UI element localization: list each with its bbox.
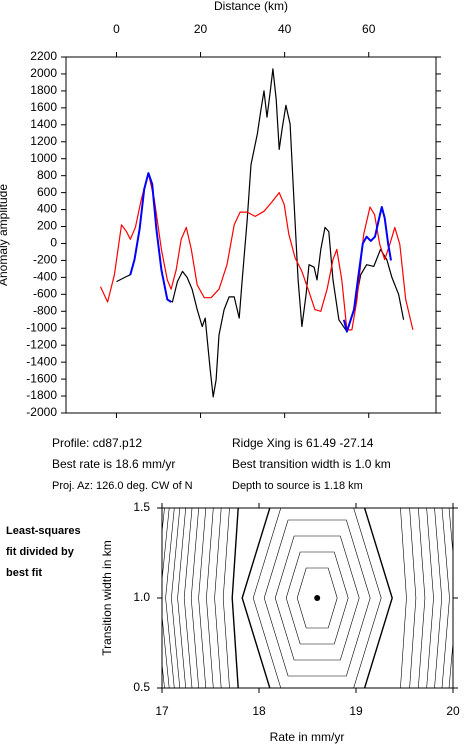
contour (120, 508, 132, 688)
contour (190, 508, 199, 688)
contour (441, 508, 450, 688)
x-axis-label: Distance (km) (214, 0, 288, 13)
contour (426, 508, 434, 688)
x-tick-label: 40 (278, 22, 292, 36)
x-tick-label: 60 (362, 22, 376, 36)
annotation: Depth to source is 1.18 km (232, 480, 363, 492)
contour-group (114, 508, 467, 688)
y-tick-label: -1600 (26, 371, 57, 385)
y-axis-label: Transition width in km (100, 540, 114, 656)
contour (285, 551, 349, 645)
y-tick-label: -1000 (26, 320, 57, 334)
y-tick-label: 200 (37, 219, 57, 233)
x-tick-label: 19 (349, 704, 363, 718)
y-tick-label: -1400 (26, 354, 57, 368)
contour (274, 535, 360, 661)
contour (198, 508, 207, 688)
y-tick-label: -800 (33, 303, 57, 317)
contour (263, 519, 371, 677)
contour (214, 508, 222, 688)
y-tick-label: 600 (37, 185, 57, 199)
contour (231, 508, 239, 688)
annotation: Best rate is 18.6 mm/yr (52, 457, 175, 471)
contour (177, 508, 186, 688)
y-tick-label: 2200 (30, 49, 57, 63)
contour (462, 508, 467, 688)
contour (400, 508, 407, 688)
contour (241, 508, 393, 688)
plot-frame (161, 507, 454, 689)
x-tick-label: 17 (155, 704, 169, 718)
y-tick-label: 1.0 (133, 590, 150, 604)
contour (434, 508, 443, 688)
y-axis-label: Anomaly amplitude (0, 184, 10, 286)
x-tick-label: 0 (113, 22, 120, 36)
y-tick-label: 0.5 (133, 680, 150, 694)
y-tick-label: -1200 (26, 337, 57, 351)
contour (448, 508, 453, 688)
y-tick-label: 0 (50, 236, 57, 250)
contour (114, 508, 127, 688)
x-tick-label: 20 (446, 704, 460, 718)
annotation: Proj. Az: 126.0 deg. CW of N (52, 480, 193, 492)
y-tick-label: -2000 (26, 405, 57, 419)
contour (206, 508, 214, 688)
note: Least-squares (6, 525, 81, 537)
y-tick-label: 1800 (30, 83, 57, 97)
y-tick-label: 800 (37, 168, 57, 182)
note: best fit (6, 567, 42, 579)
contour (162, 508, 170, 688)
data-line (99, 172, 414, 331)
y-tick-label: 1400 (30, 117, 57, 131)
x-tick-label: 20 (194, 22, 208, 36)
contour (165, 508, 175, 688)
annotation: Profile: cd87.p12 (52, 436, 142, 450)
y-tick-label: 400 (37, 202, 57, 216)
data-line (129, 172, 172, 303)
annotation: Best transition width is 1.0 km (232, 457, 391, 471)
contour (183, 508, 193, 688)
contour (171, 508, 181, 688)
y-tick-label: 1.5 (133, 500, 150, 514)
note: fit divided by (6, 546, 75, 558)
contour (222, 508, 230, 688)
contour (409, 508, 417, 688)
y-tick-label: 2000 (30, 66, 57, 80)
annotation: Ridge Xing is 61.49 -27.14 (232, 436, 374, 450)
y-tick-label: -400 (33, 270, 57, 284)
contour (418, 508, 426, 688)
contour (296, 567, 338, 629)
contour (252, 508, 382, 688)
y-tick-label: -200 (33, 253, 57, 267)
best-fit-point (314, 595, 321, 601)
plot-frame (65, 56, 437, 414)
y-tick-label: -1800 (26, 388, 57, 402)
contour (117, 508, 130, 688)
y-tick-label: 1600 (30, 100, 57, 114)
data-line (342, 206, 392, 333)
y-tick-label: -600 (33, 287, 57, 301)
y-tick-label: 1200 (30, 134, 57, 148)
x-tick-label: 18 (252, 704, 266, 718)
y-tick-label: 1000 (30, 151, 57, 165)
x-axis-label: Rate in mm/yr (270, 730, 345, 744)
